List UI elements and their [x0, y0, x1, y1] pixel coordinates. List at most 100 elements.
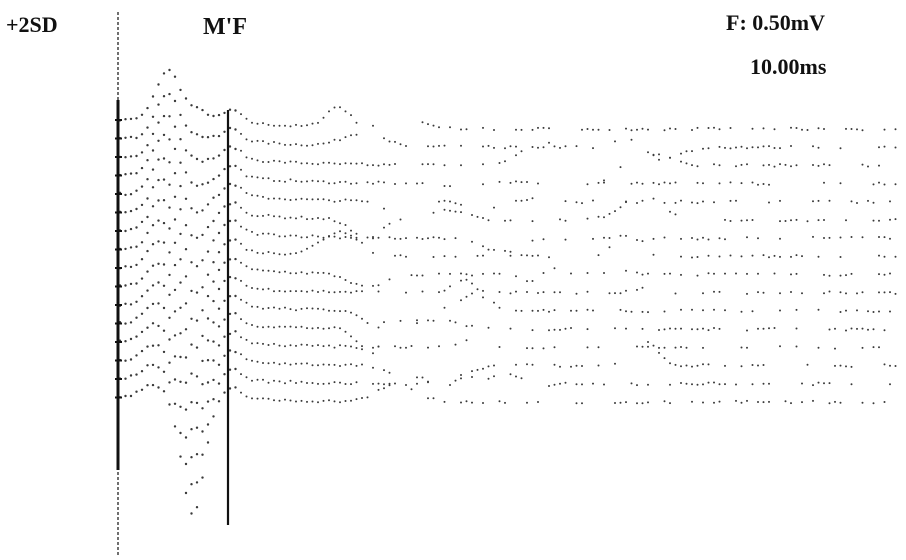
- trace-point: [234, 367, 237, 371]
- trace-point: [217, 174, 221, 177]
- trace-point: [140, 330, 144, 334]
- trace-point: [388, 382, 391, 385]
- trace-point: [124, 193, 127, 197]
- trace-point: [878, 310, 880, 313]
- trace-point: [504, 147, 506, 150]
- trace-point: [289, 216, 292, 219]
- trace-point: [234, 350, 237, 354]
- trace-point: [217, 363, 221, 366]
- trace-point: [135, 136, 138, 140]
- trace-point: [344, 363, 347, 366]
- trace-point: [273, 342, 275, 345]
- trace-8: [115, 219, 897, 294]
- trace-point: [779, 292, 781, 295]
- trace-point: [234, 184, 237, 187]
- trace-point: [641, 273, 644, 276]
- trace-point: [718, 255, 721, 258]
- trace-point: [146, 126, 149, 129]
- trace-point: [245, 338, 248, 341]
- trace-point: [487, 248, 490, 251]
- trace-point: [531, 239, 534, 242]
- trace-point: [531, 128, 534, 131]
- trace-point: [713, 290, 715, 293]
- trace-point: [240, 132, 242, 135]
- trace-point: [240, 298, 242, 301]
- trace-point: [421, 376, 424, 379]
- trace-point: [245, 175, 248, 178]
- trace-point: [592, 309, 594, 312]
- trace-point: [542, 308, 545, 311]
- trace-point: [339, 381, 341, 384]
- trace-point: [300, 197, 303, 200]
- trace-point: [531, 254, 534, 257]
- trace-10: [115, 262, 897, 349]
- trace-point: [168, 293, 171, 296]
- trace-point: [129, 227, 133, 231]
- trace-point: [146, 306, 149, 310]
- trace-point: [361, 363, 363, 366]
- trace-point: [377, 382, 380, 385]
- trace-point: [124, 322, 127, 325]
- trace-point: [746, 272, 748, 275]
- trace-point: [641, 199, 644, 202]
- trace-point: [151, 363, 155, 367]
- trace-point: [168, 227, 171, 230]
- trace-point: [245, 395, 248, 398]
- trace-point: [773, 128, 776, 131]
- trace-point: [168, 361, 171, 364]
- trace-point: [691, 237, 693, 239]
- trace-point: [713, 163, 715, 166]
- trace-point: [333, 162, 336, 165]
- trace-point: [212, 157, 215, 160]
- trace-point: [350, 399, 352, 402]
- trace-point: [630, 138, 633, 141]
- trace-point: [328, 291, 330, 294]
- trace-point: [140, 388, 144, 391]
- trace-point: [306, 236, 308, 239]
- trace-point: [228, 239, 232, 242]
- trace-point: [295, 217, 297, 220]
- trace-14: [115, 341, 897, 459]
- trace-point: [289, 199, 292, 201]
- trace-point: [669, 383, 671, 386]
- trace-point: [790, 402, 792, 405]
- trace-point: [339, 344, 341, 347]
- trace-point: [454, 255, 457, 258]
- trace-point: [812, 235, 814, 238]
- trace-point: [273, 215, 275, 218]
- trace-point: [861, 236, 864, 239]
- trace-point: [559, 291, 561, 294]
- trace-point: [256, 233, 259, 236]
- trace-point: [586, 217, 589, 220]
- trace-point: [696, 328, 699, 331]
- trace-point: [828, 236, 831, 239]
- trace-point: [718, 164, 721, 167]
- trace-point: [300, 180, 303, 183]
- trace-point: [306, 327, 308, 330]
- trace-point: [729, 199, 732, 202]
- trace-point: [669, 402, 671, 405]
- trace-point: [234, 238, 237, 241]
- trace-point: [702, 200, 704, 203]
- trace-point: [223, 111, 226, 115]
- trace-point: [339, 365, 341, 367]
- trace-point: [889, 291, 891, 294]
- trace-point: [184, 248, 188, 251]
- trace-point: [278, 235, 281, 238]
- trace-point: [460, 377, 462, 380]
- trace-point: [724, 146, 726, 149]
- trace-point: [339, 106, 341, 109]
- trace-point: [790, 145, 792, 147]
- trace-point: [795, 218, 798, 221]
- trace-point: [228, 219, 232, 223]
- trace-point: [795, 164, 798, 167]
- trace-point: [195, 291, 199, 294]
- trace-point: [206, 181, 210, 184]
- trace-point: [856, 202, 858, 204]
- trace-point: [564, 327, 567, 330]
- trace-point: [168, 251, 171, 254]
- trace-point: [559, 365, 561, 368]
- trace-point: [278, 253, 281, 256]
- trace-point: [861, 401, 864, 404]
- trace-point: [344, 290, 347, 293]
